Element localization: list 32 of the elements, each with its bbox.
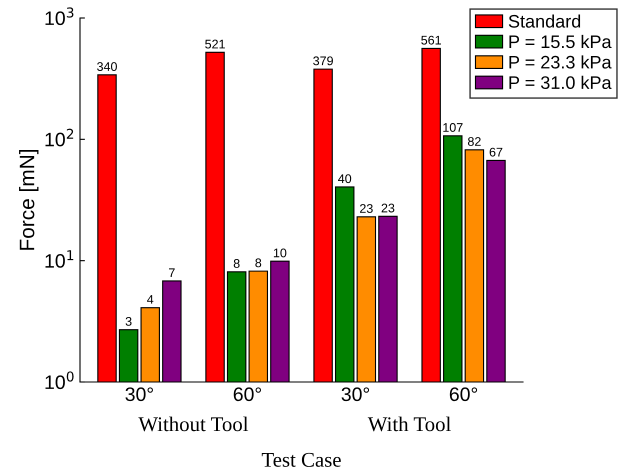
text: Without Tool xyxy=(138,416,248,432)
data-label: 107 xyxy=(443,123,463,132)
legend-label: P = 31.0 kPa xyxy=(509,76,612,90)
data-label: 521 xyxy=(205,40,225,48)
legend-label: P = 23.3 kPa xyxy=(509,55,612,69)
data-label: 67 xyxy=(490,148,502,157)
data-label: 40 xyxy=(338,174,352,184)
x-axis-title: Test Case xyxy=(262,452,341,467)
y-tick-label: 10$^{3}$ xyxy=(46,7,74,26)
data-label: 23 xyxy=(382,204,394,212)
data-label: 7 xyxy=(169,268,175,278)
data-label: 561 xyxy=(421,36,441,45)
x-tick-label: 30° xyxy=(342,387,370,402)
x-tick-label: 60° xyxy=(234,387,262,402)
data-label: 10 xyxy=(274,248,286,258)
data-label: 3 xyxy=(126,316,132,326)
data-label: 8 xyxy=(255,258,262,268)
data-label: 23 xyxy=(360,204,373,213)
data-label: 379 xyxy=(313,56,333,66)
text: With Tool xyxy=(368,416,451,432)
x-tick-label: 60° xyxy=(450,387,478,402)
data-label: 4 xyxy=(147,295,154,304)
x-tick-label: 30° xyxy=(125,387,153,402)
y-axis-title: Force [mN] xyxy=(19,150,38,250)
data-label: 8 xyxy=(234,259,240,268)
legend-label: Standard xyxy=(508,14,580,28)
y-tick-label: 10$^{1}$ xyxy=(46,250,74,268)
y-tick-label: 10$^{0}$ xyxy=(46,371,74,390)
y-tick-label: 10$^{2}$ xyxy=(46,128,74,146)
data-label: 82 xyxy=(468,137,481,146)
legend-label: P = 15.5 kPa xyxy=(509,34,612,48)
data-label: 340 xyxy=(97,62,117,71)
